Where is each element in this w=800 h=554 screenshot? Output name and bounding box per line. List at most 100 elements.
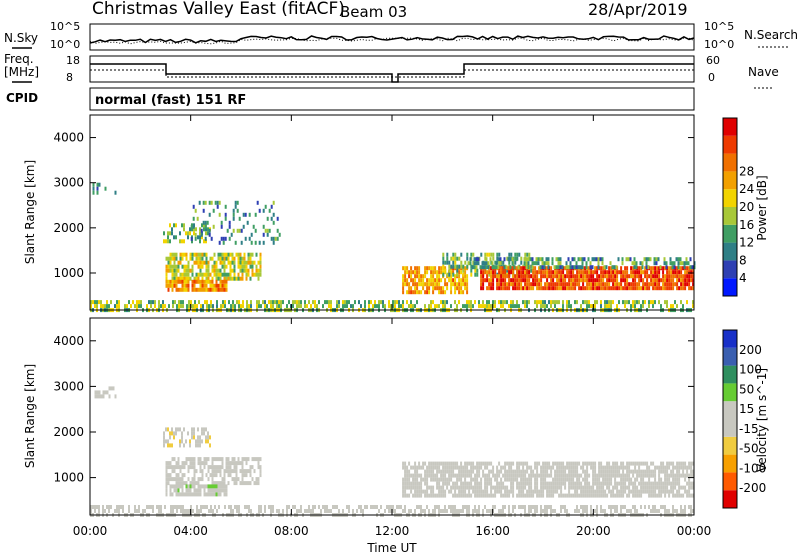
- heatmap-cell: [138, 505, 140, 509]
- heatmap-cell: [96, 505, 98, 509]
- heatmap-cell: [197, 481, 200, 486]
- heatmap-cell: [536, 465, 539, 470]
- heatmap-cell: [536, 509, 538, 513]
- heatmap-cell: [616, 489, 619, 494]
- heatmap-cell: [231, 260, 234, 265]
- heatmap-cell: [484, 256, 487, 261]
- heatmap-cell: [233, 256, 236, 261]
- heatmap-cell: [508, 461, 511, 466]
- heatmap-cell: [237, 461, 240, 466]
- heatmap-cell: [310, 509, 312, 513]
- heatmap-cell: [556, 278, 559, 283]
- heatmap-cell: [668, 465, 671, 470]
- heatmap-cell: [591, 257, 594, 262]
- heatmap-cell: [428, 290, 431, 295]
- heatmap-cell: [572, 282, 575, 287]
- heatmap-cell: [211, 465, 214, 470]
- heatmap-cell: [635, 261, 638, 266]
- heatmap-cell: [364, 505, 366, 509]
- heatmap-cell: [199, 235, 201, 240]
- heatmap-cell: [412, 481, 415, 486]
- heatmap-cell: [502, 300, 504, 305]
- heatmap-cell: [516, 270, 519, 275]
- heatmap-cell: [175, 473, 178, 478]
- heatmap-cell: [683, 265, 686, 270]
- heatmap-cell: [456, 509, 458, 513]
- heatmap-cell: [608, 270, 611, 275]
- heatmap-cell: [430, 473, 433, 478]
- heatmap-cell: [227, 272, 230, 277]
- heatmap-cell: [402, 300, 404, 305]
- heatmap-cell: [470, 268, 473, 273]
- heatmap-cell: [195, 439, 197, 444]
- heatmap-cell: [187, 492, 190, 497]
- heatmap-cell: [692, 461, 695, 466]
- heatmap-cell: [602, 469, 605, 474]
- heatmap-cell: [606, 300, 608, 305]
- heatmap-cell: [189, 484, 192, 489]
- heatmap-cell: [221, 287, 224, 292]
- heatmap-cell: [420, 477, 423, 482]
- heatmap-cell: [674, 274, 677, 279]
- heatmap-cell: [215, 260, 218, 265]
- heatmap-cell: [156, 505, 158, 509]
- colorbar-tick-label: 15: [739, 402, 754, 416]
- heatmap-cell: [205, 239, 207, 244]
- heatmap-cell: [246, 505, 248, 509]
- heatmap-cell: [380, 505, 382, 509]
- heatmap-cell: [692, 282, 695, 287]
- heatmap-cell: [404, 469, 407, 474]
- heatmap-cell: [488, 272, 491, 277]
- heatmap-cell: [588, 282, 591, 287]
- heatmap-cell: [208, 232, 211, 237]
- heatmap-cell: [520, 505, 522, 509]
- heatmap-cell: [211, 484, 214, 489]
- heatmap-cell: [198, 509, 200, 513]
- heatmap-cell: [456, 264, 459, 269]
- heatmap-cell: [183, 443, 185, 448]
- heatmap-cell: [181, 252, 184, 257]
- heatmap-cell: [205, 461, 208, 466]
- heatmap-cell: [406, 290, 409, 295]
- heatmap-cell: [257, 276, 260, 281]
- heatmap-cell: [468, 493, 471, 498]
- heatmap-cell: [544, 469, 547, 474]
- heatmap-cell: [240, 240, 243, 245]
- heatmap-cell: [482, 286, 485, 291]
- heatmap-cell: [554, 481, 557, 486]
- heatmap-cell: [262, 224, 265, 229]
- heatmap-cell: [165, 469, 168, 474]
- colorbar-segment: [723, 189, 737, 207]
- heatmap-cell: [624, 270, 627, 275]
- heatmap-cell: [234, 204, 237, 209]
- heatmap-cell: [200, 505, 202, 509]
- heatmap-cell: [406, 300, 408, 305]
- heatmap-cell: [572, 481, 575, 486]
- heatmap-cell: [253, 272, 256, 277]
- heatmap-cell: [592, 477, 595, 482]
- heatmap-cell: [556, 469, 559, 474]
- heatmap-cell: [634, 489, 637, 494]
- heatmap-cell: [634, 481, 637, 486]
- heatmap-cell: [572, 465, 575, 470]
- heatmap-cell: [201, 477, 204, 482]
- heatmap-cell: [590, 509, 592, 513]
- heatmap-cell: [665, 265, 668, 270]
- heatmap-cell: [605, 265, 608, 270]
- heatmap-cell: [486, 473, 489, 478]
- heatmap-cell: [641, 265, 644, 270]
- heatmap-cell: [434, 465, 437, 470]
- heatmap-cell: [542, 485, 545, 490]
- heatmap-cell: [522, 477, 525, 482]
- heatmap-cell: [626, 469, 629, 474]
- heatmap-cell: [388, 505, 390, 509]
- heatmap-cell: [620, 481, 623, 486]
- heatmap-cell: [582, 469, 585, 474]
- heatmap-cell: [450, 270, 453, 275]
- heatmap-cell: [402, 290, 405, 295]
- heatmap-cell: [588, 489, 591, 494]
- heatmap-cell: [440, 477, 443, 482]
- heatmap-cell: [632, 282, 635, 287]
- heatmap-cell: [412, 493, 415, 498]
- heatmap-cell: [272, 300, 274, 305]
